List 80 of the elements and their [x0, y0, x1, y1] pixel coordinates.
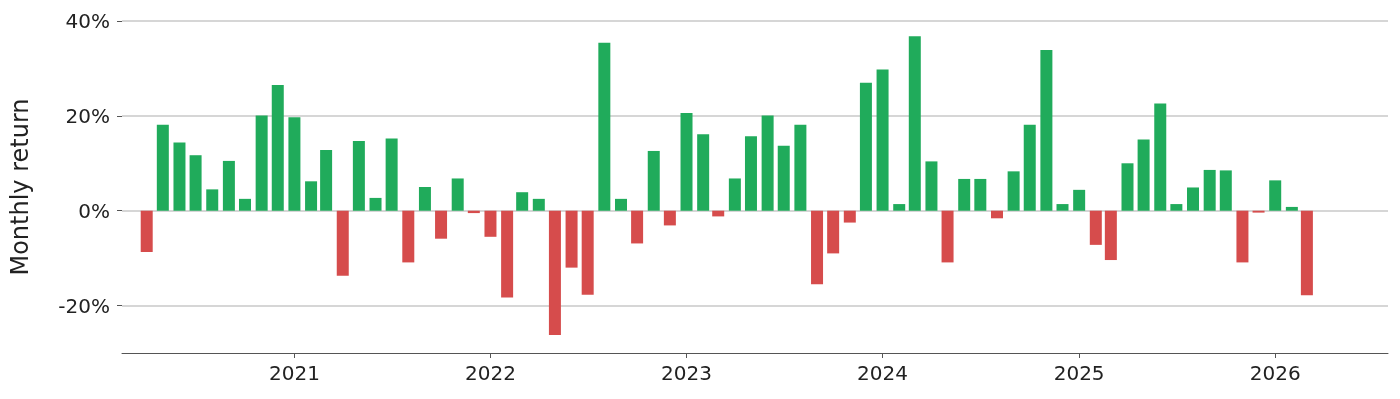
bar [1073, 189, 1086, 211]
y-tick-label: 20% [65, 103, 110, 128]
bar [1023, 124, 1036, 211]
bar [239, 198, 251, 211]
x-tick-label: 2021 [268, 361, 320, 385]
bar [1137, 139, 1150, 211]
bar [305, 181, 318, 211]
bar [663, 210, 676, 226]
bar [369, 197, 382, 211]
y-tick-label: -20% [58, 293, 110, 318]
bar [532, 198, 545, 211]
bar [1300, 210, 1313, 296]
bar [614, 198, 627, 211]
bar [271, 85, 284, 211]
bar [990, 210, 1003, 219]
bar [418, 187, 431, 211]
bar [548, 210, 561, 335]
bar [435, 210, 448, 239]
bar [288, 117, 301, 211]
bar [156, 124, 169, 211]
bar [206, 189, 219, 211]
bar [728, 178, 741, 211]
bar [1104, 210, 1117, 261]
bar [1007, 171, 1020, 211]
bar [189, 155, 202, 211]
bar [222, 160, 235, 211]
bar [893, 204, 906, 211]
bar [484, 210, 497, 237]
bar [516, 192, 529, 211]
bar [761, 115, 774, 211]
bar [794, 124, 807, 211]
bar [140, 210, 153, 252]
bar [1089, 210, 1102, 245]
x-tick-label: 2022 [465, 361, 516, 385]
bar [697, 134, 710, 211]
bar [958, 178, 971, 211]
y-tick-label: 0% [78, 198, 110, 223]
bar [1040, 49, 1053, 211]
bar [1170, 204, 1183, 211]
bar [336, 210, 349, 276]
bar [974, 178, 987, 211]
bar [173, 142, 186, 211]
x-tick-label: 2023 [661, 361, 712, 385]
bar [827, 210, 840, 254]
bar [876, 69, 889, 211]
bar [1154, 103, 1167, 211]
bar [352, 140, 365, 211]
x-tick-label: 2026 [1249, 361, 1301, 385]
bar [1285, 206, 1298, 211]
bar [1056, 204, 1069, 211]
bar [777, 145, 790, 211]
bar [1219, 170, 1232, 211]
y-axis-title: Monthly return [6, 98, 34, 276]
bar [565, 210, 578, 268]
bar [1269, 180, 1282, 211]
bar [811, 210, 824, 285]
bar [744, 136, 757, 211]
bar [598, 42, 611, 211]
bar [925, 161, 938, 211]
bar [843, 210, 856, 223]
bar [908, 36, 921, 211]
bar [255, 115, 268, 211]
x-tick-label: 2024 [857, 361, 909, 385]
bar [451, 178, 464, 211]
bar [680, 113, 693, 211]
bar [320, 150, 333, 211]
bar [385, 138, 398, 211]
bar [1187, 187, 1200, 211]
bar [501, 210, 514, 298]
bar [1236, 210, 1249, 263]
bar [647, 150, 660, 211]
bar [631, 210, 644, 244]
y-tick-label: 40% [65, 9, 110, 33]
bar [581, 210, 594, 295]
bar [941, 210, 954, 263]
bar [1203, 169, 1216, 211]
x-tick-label: 2025 [1053, 361, 1105, 385]
bar [402, 210, 415, 263]
bar [1121, 163, 1134, 211]
bar [859, 82, 872, 211]
